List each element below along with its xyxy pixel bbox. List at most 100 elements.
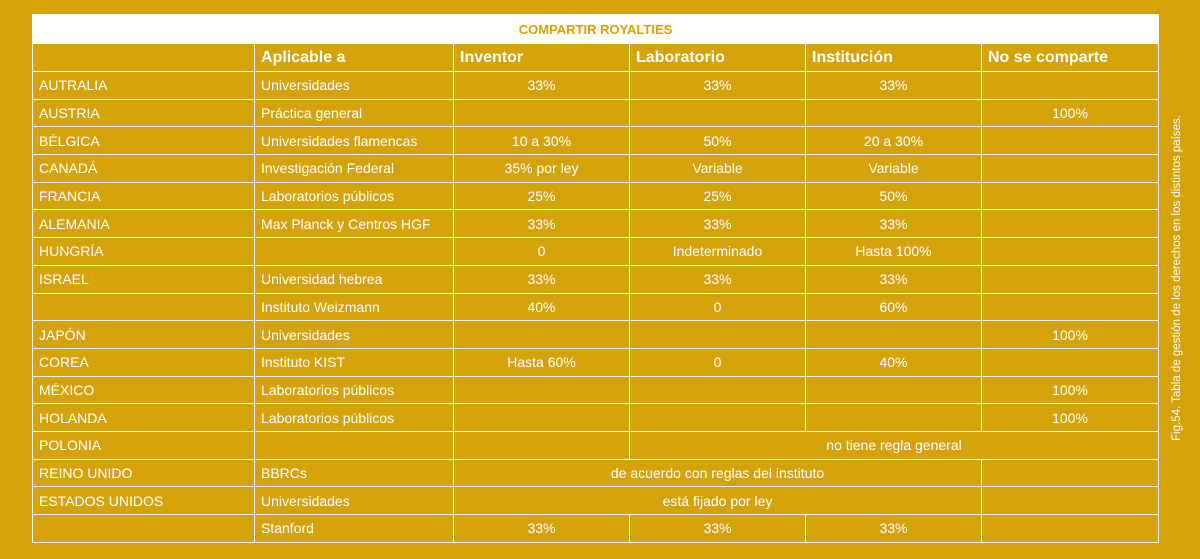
country-cell: HOLANDA xyxy=(32,403,255,432)
no-comparte-cell xyxy=(980,154,1160,183)
country-cell xyxy=(32,514,255,543)
applicable-cell: Instituto KIST xyxy=(254,347,454,377)
laboratorio-cell: 33% xyxy=(629,71,806,100)
country-cell: COREA xyxy=(32,347,255,377)
table-row: POLONIA no tiene regla general xyxy=(32,430,1160,460)
no-comparte-cell xyxy=(980,237,1160,266)
applicable-cell xyxy=(254,430,454,460)
institucion-cell: 33% xyxy=(805,514,982,543)
country-cell: AUTRALIA xyxy=(32,71,255,100)
table-row: HOLANDA Laboratorios públicos 100% xyxy=(32,403,1160,432)
no-comparte-cell xyxy=(980,71,1160,100)
applicable-cell: Stanford xyxy=(254,514,454,543)
country-cell: HUNGRÍA xyxy=(32,237,255,266)
laboratorio-cell: Variable xyxy=(629,154,806,183)
applicable-cell: Investigación Federal xyxy=(254,154,454,183)
applicable-cell: BBRCs xyxy=(254,458,454,488)
country-cell: ISRAEL xyxy=(32,264,255,294)
header-cell-aplicable: Aplicable a xyxy=(254,43,454,72)
table-row: ALEMANIA Max Planck y Centros HGF 33% 33% 33… xyxy=(32,209,1160,239)
merged-cell: no tiene regla general xyxy=(628,430,1160,460)
inventor-cell: 40% xyxy=(453,292,630,322)
table-row: MÉXICO Laboratorios públicos 100% xyxy=(32,375,1160,405)
inventor-cell: 33% xyxy=(453,514,630,543)
table-row: ESTADOS UNIDOS Universidades está fijado p… xyxy=(32,486,1160,515)
table-row: JAPÓN Universidades 100% xyxy=(32,320,1160,349)
applicable-cell: Universidades xyxy=(254,71,454,100)
table-title-row: COMPARTIR ROYALTIES xyxy=(31,14,1160,44)
table-row: CANADÁ Investigación Federal 35% por ley Va… xyxy=(32,154,1160,183)
royalties-table: COMPARTIR ROYALTIES Aplicable a Inventor… xyxy=(31,14,1160,543)
table-header-row: Aplicable a Inventor Laboratorio Institu… xyxy=(32,43,1160,72)
applicable-cell: Laboratorios públicos xyxy=(254,403,454,432)
table-row: Stanford 33% 33% 33% xyxy=(32,514,1160,543)
country-cell: POLONIA xyxy=(32,430,255,460)
header-cell-institucion: Institución xyxy=(805,43,982,72)
inventor-cell xyxy=(453,375,630,405)
institucion-cell: 33% xyxy=(805,71,982,100)
no-comparte-cell xyxy=(980,486,1160,515)
applicable-cell: Max Planck y Centros HGF xyxy=(254,209,454,239)
inventor-cell: Hasta 60% xyxy=(453,347,630,377)
inventor-cell xyxy=(453,430,630,460)
institucion-cell: Variable xyxy=(805,154,982,183)
table-row: Instituto Weizmann 40% 0 60% xyxy=(32,292,1160,322)
country-cell: JAPÓN xyxy=(32,320,255,349)
inventor-cell: 35% por ley xyxy=(453,154,630,183)
table-row: BÉLGICA Universidades flamencas 10 a 30% 50… xyxy=(32,126,1160,156)
laboratorio-cell: 33% xyxy=(629,264,806,294)
laboratorio-cell: 25% xyxy=(629,181,806,211)
merged-cell: de acuerdo con reglas del instituto xyxy=(453,458,982,488)
no-comparte-cell xyxy=(980,181,1160,211)
inventor-cell xyxy=(453,98,630,128)
institucion-cell xyxy=(805,98,982,128)
laboratorio-cell xyxy=(629,375,806,405)
no-comparte-cell xyxy=(980,458,1160,488)
inventor-cell: 0 xyxy=(453,237,630,266)
applicable-cell: Laboratorios públicos xyxy=(254,375,454,405)
no-comparte-cell xyxy=(980,514,1160,543)
country-cell xyxy=(32,292,255,322)
country-cell: AUSTRIA xyxy=(32,98,255,128)
laboratorio-cell: 33% xyxy=(629,514,806,543)
no-comparte-cell xyxy=(980,126,1160,156)
institucion-cell: 33% xyxy=(805,264,982,294)
inventor-cell: 33% xyxy=(453,264,630,294)
applicable-cell: Universidades flamencas xyxy=(254,126,454,156)
laboratorio-cell xyxy=(629,320,806,349)
applicable-cell: Universidad hebrea xyxy=(254,264,454,294)
applicable-cell: Práctica general xyxy=(254,98,454,128)
applicable-cell: Instituto Weizmann xyxy=(254,292,454,322)
table-title: COMPARTIR ROYALTIES xyxy=(31,14,1160,44)
table-row: REINO UNIDO BBRCs de acuerdo con reglas de… xyxy=(32,458,1160,488)
inventor-cell xyxy=(453,320,630,349)
no-comparte-cell: 100% xyxy=(980,403,1160,432)
inventor-cell: 25% xyxy=(453,181,630,211)
laboratorio-cell xyxy=(629,98,806,128)
no-comparte-cell xyxy=(980,209,1160,239)
table-row: HUNGRÍA 0 Indeterminado Hasta 100% xyxy=(32,237,1160,266)
table-row: FRANCIA Laboratorios públicos 25% 25% 50% xyxy=(32,181,1160,211)
institucion-cell: 20 a 30% xyxy=(805,126,982,156)
no-comparte-cell: 100% xyxy=(980,375,1160,405)
applicable-cell: Universidades xyxy=(254,320,454,349)
institucion-cell: 60% xyxy=(805,292,982,322)
laboratorio-cell: 50% xyxy=(629,126,806,156)
institucion-cell xyxy=(805,403,982,432)
country-cell: FRANCIA xyxy=(32,181,255,211)
institucion-cell: 50% xyxy=(805,181,982,211)
institucion-cell: 33% xyxy=(805,209,982,239)
country-cell: ALEMANIA xyxy=(32,209,255,239)
no-comparte-cell: 100% xyxy=(980,98,1160,128)
country-cell: CANADÁ xyxy=(32,154,255,183)
laboratorio-cell: Indeterminado xyxy=(629,237,806,266)
applicable-cell xyxy=(254,237,454,266)
laboratorio-cell xyxy=(629,403,806,432)
header-cell-inventor: Inventor xyxy=(453,43,630,72)
inventor-cell: 33% xyxy=(453,71,630,100)
institucion-cell: Hasta 100% xyxy=(805,237,982,266)
no-comparte-cell: 100% xyxy=(980,320,1160,349)
table-row: COREA Instituto KIST Hasta 60% 0 40% xyxy=(32,347,1160,377)
no-comparte-cell xyxy=(980,264,1160,294)
laboratorio-cell: 0 xyxy=(629,347,806,377)
